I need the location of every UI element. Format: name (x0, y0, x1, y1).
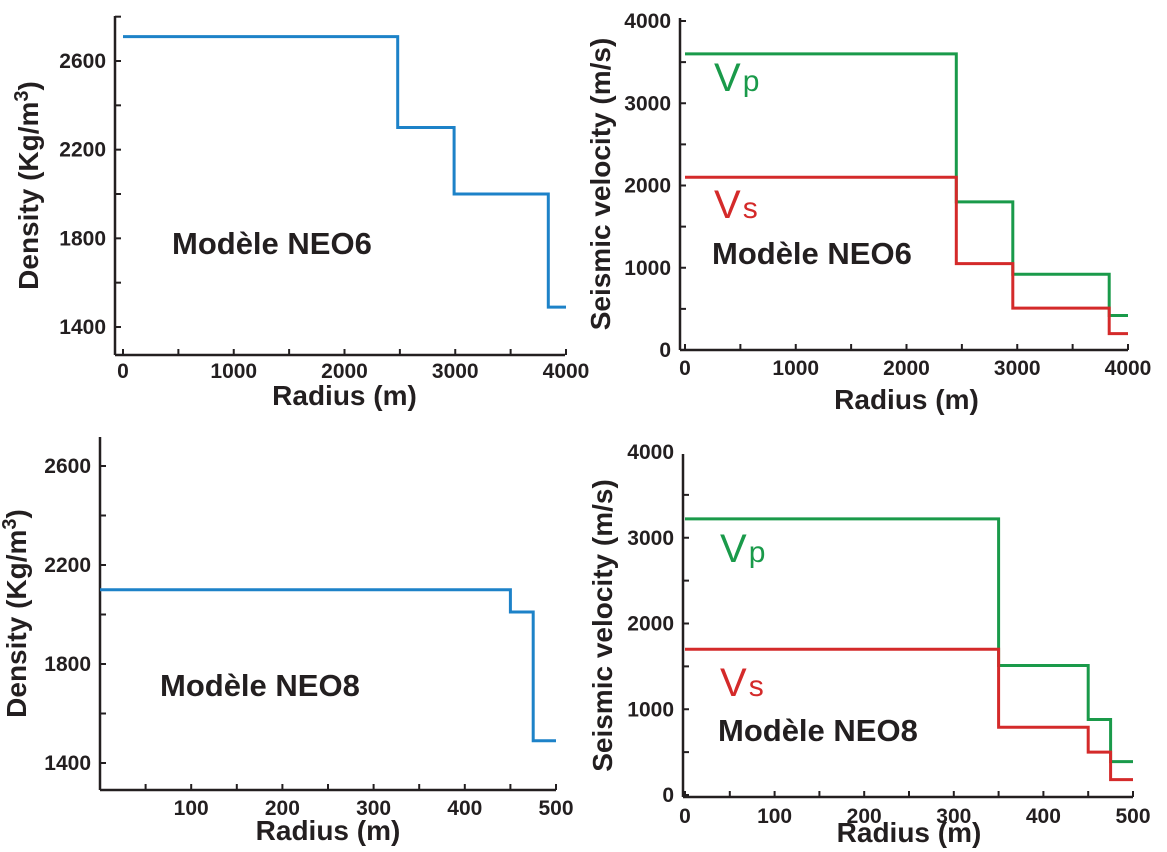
y-tick-label: 1800 (44, 653, 91, 676)
x-tick-label: 2000 (321, 360, 368, 383)
y-axis-title: Density (Kg/m3) (0, 509, 32, 718)
y-tick-label: 2200 (59, 139, 106, 162)
x-tick-label: 200 (847, 805, 882, 828)
chart-panel-2: 0 1000 2000 3000 4000 0 1000 2000 3000 4000 Radius… (585, 10, 1151, 415)
series-label-vp: Vp (720, 527, 765, 571)
chart-panel-4: 0 100 200 300 400 500 0 1000 2000 3000 4000 Radius … (587, 441, 1151, 848)
y-tick-label: 1800 (59, 227, 106, 250)
x-tick-label: 100 (174, 797, 209, 820)
model-label: Modèle NEO6 (172, 226, 372, 261)
y-tick-label: 2600 (59, 50, 106, 73)
model-label: Modèle NEO8 (160, 668, 360, 703)
y-tick-label: 3000 (627, 527, 674, 550)
series-label-vp: Vp (714, 56, 759, 100)
y-tick-label: 1000 (624, 257, 671, 280)
x-tick-label: 500 (538, 797, 573, 820)
series-label-vs: Vs (720, 661, 764, 705)
x-tick-label: 3000 (432, 360, 479, 383)
x-tick-label: 100 (757, 805, 792, 828)
y-axis-title: Density (Kg/m3) (11, 81, 44, 290)
y-tick-label: 2000 (624, 175, 671, 198)
series-line-density (100, 588, 556, 743)
x-tick-label: 4000 (1105, 357, 1152, 380)
y-tick-label: 1000 (627, 698, 674, 721)
y-tick-label: 1400 (44, 752, 91, 775)
x-tick-label: 1000 (772, 357, 819, 380)
y-tick-label: 3000 (624, 92, 671, 115)
x-axis-title: Radius (m) (834, 384, 979, 415)
chart-panel-1: 0 1000 2000 3000 4000 1400 1800 2200 2600 Radius … (11, 15, 590, 411)
x-tick-label: 0 (679, 357, 691, 380)
x-tick-label: 300 (356, 797, 391, 820)
x-axis-title: Radius (m) (272, 380, 417, 411)
y-tick-label: 0 (662, 784, 674, 807)
chart-panel-3: 100 200 300 400 500 1400 1800 2200 2600 Radius (m… (0, 437, 574, 846)
y-axis-title: Seismic velocity (m/s) (587, 479, 618, 772)
x-tick-label: 2000 (883, 357, 930, 380)
x-tick-label: 0 (679, 805, 691, 828)
y-tick-label: 4000 (627, 441, 674, 464)
x-axis-title: Radius (m) (837, 817, 982, 848)
x-tick-label: 400 (447, 797, 482, 820)
y-tick-label: 0 (659, 339, 671, 362)
y-axis-title: Seismic velocity (m/s) (585, 38, 616, 331)
x-tick-label: 4000 (543, 360, 590, 383)
x-tick-label: 500 (1115, 805, 1150, 828)
series-line-vs (685, 647, 1133, 782)
x-tick-label: 1000 (210, 360, 257, 383)
x-tick-label: 300 (936, 805, 971, 828)
series-label-vs: Vs (714, 183, 758, 227)
x-tick-label: 200 (265, 797, 300, 820)
y-tick-label: 2000 (627, 613, 674, 636)
x-tick-label: 0 (117, 360, 129, 383)
x-axis-title: Radius (m) (256, 815, 401, 846)
y-tick-label: 4000 (624, 10, 671, 33)
series-line-density (123, 35, 566, 309)
x-tick-label: 400 (1026, 805, 1061, 828)
x-tick-label: 3000 (994, 357, 1041, 380)
y-tick-label: 2600 (44, 455, 91, 478)
y-tick-label: 1400 (59, 316, 106, 339)
y-tick-label: 2200 (44, 554, 91, 577)
model-label: Modèle NEO6 (712, 236, 912, 271)
series-line-vs (685, 175, 1128, 336)
model-label: Modèle NEO8 (718, 713, 918, 748)
